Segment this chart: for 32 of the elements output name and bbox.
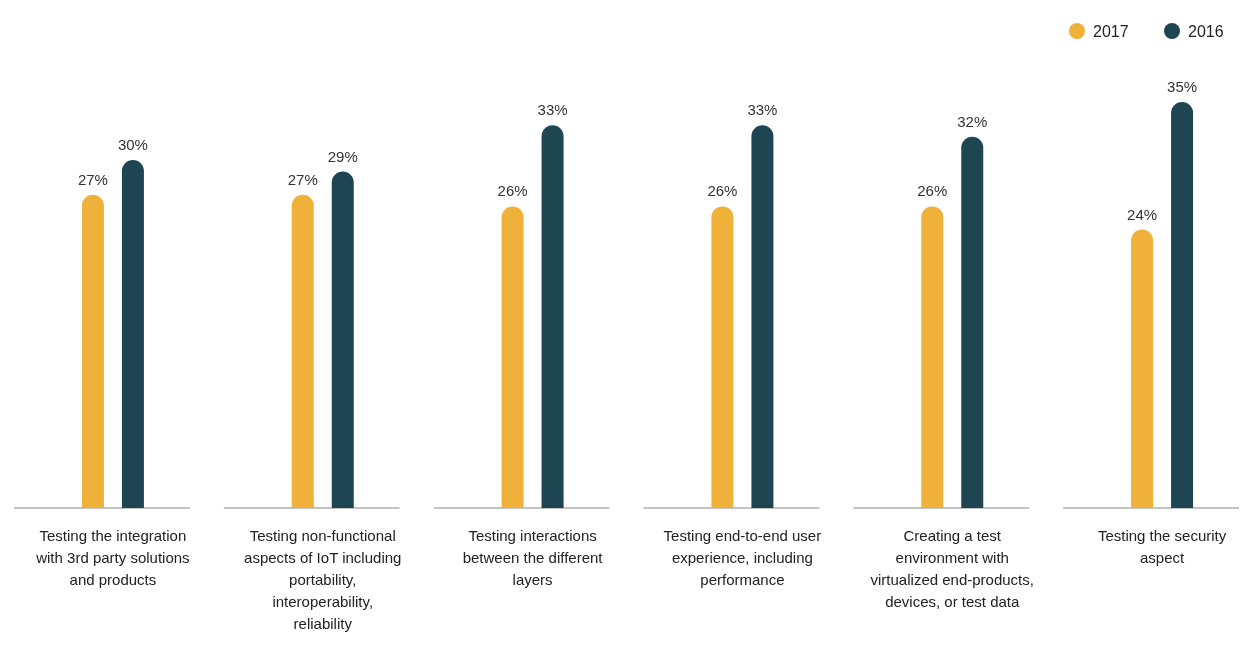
x-tick-label: Creating a test environment with virtualized end-products, devices, or test data <box>870 527 1034 610</box>
bar <box>331 171 354 508</box>
x-tick-label: Testing the security aspect <box>1097 527 1227 566</box>
data-label: 33% <box>747 101 778 119</box>
bar <box>291 194 314 508</box>
bar <box>121 160 144 508</box>
bar <box>711 206 734 508</box>
data-label: 32% <box>957 112 988 130</box>
bar <box>751 125 774 508</box>
data-label: 26% <box>707 182 738 200</box>
data-label: 26% <box>917 182 948 200</box>
x-tick-label: Testing interactions between the different layers <box>462 527 604 588</box>
data-label: 26% <box>497 182 528 200</box>
data-label: 33% <box>537 101 568 119</box>
bar <box>1131 229 1154 508</box>
bar <box>921 206 944 508</box>
data-label: 29% <box>327 147 358 165</box>
data-label: 35% <box>1167 78 1198 95</box>
legend-label: 2016 <box>1188 23 1224 40</box>
bar <box>541 125 564 508</box>
data-label: 30% <box>117 136 148 153</box>
x-tick-label: Testing end-to-end user experience, including performance <box>663 527 822 588</box>
x-tick-label: Testing non-functional aspects of IoT including portability, interoperability, reliability <box>244 527 402 632</box>
bar <box>1171 102 1194 508</box>
legend-label: 2017 <box>1093 23 1129 40</box>
data-label: 27% <box>287 170 318 188</box>
data-label: 24% <box>1127 205 1158 223</box>
data-label: 27% <box>77 170 108 188</box>
bar <box>501 206 524 508</box>
bar <box>961 136 984 508</box>
x-tick-label: Testing the integration with 3rd party solutions and products <box>35 527 190 588</box>
bar <box>81 194 104 508</box>
